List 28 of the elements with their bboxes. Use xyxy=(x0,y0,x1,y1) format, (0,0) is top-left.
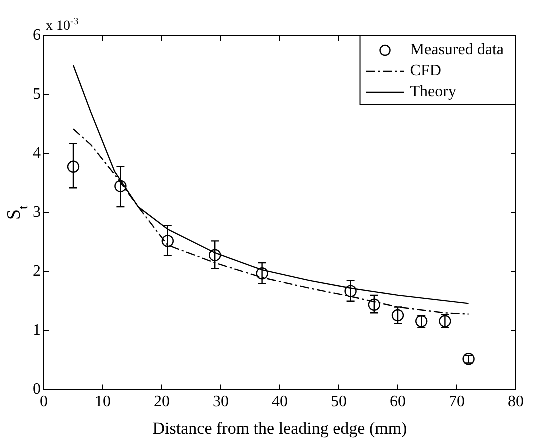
y-tick-label: 1 xyxy=(33,322,41,340)
x-tick-label: 70 xyxy=(449,394,465,411)
y-tick-label: 5 xyxy=(33,86,41,104)
legend-label: Measured data xyxy=(410,42,504,59)
legend-label: CFD xyxy=(410,62,442,80)
x-axis-title: Distance from the leading edge (mm) xyxy=(152,419,408,438)
point xyxy=(114,180,127,192)
y-tick-label: 6 xyxy=(33,27,41,44)
x-tick-label: 20 xyxy=(154,394,170,411)
x-tick-label: 80 xyxy=(508,394,524,411)
x-tick-label: 10 xyxy=(95,394,111,411)
point xyxy=(67,160,80,174)
legend-label: Theory xyxy=(410,84,456,101)
x-tick-label: 50 xyxy=(331,394,347,411)
point xyxy=(368,298,380,311)
y-tick-label: 3 xyxy=(33,204,41,222)
point xyxy=(392,309,404,322)
y-tick-label: 0 xyxy=(33,381,41,398)
x-tick-label: 60 xyxy=(390,394,406,411)
y-tick-label: 2 xyxy=(33,263,41,280)
x-tick-label: 40 xyxy=(272,394,288,411)
point xyxy=(209,249,222,262)
point xyxy=(344,285,357,298)
y-axis-title: St xyxy=(4,205,31,220)
point xyxy=(256,268,268,280)
x-tick-label: 30 xyxy=(213,394,229,411)
y-tick-label: 4 xyxy=(33,145,41,162)
point xyxy=(162,235,174,248)
